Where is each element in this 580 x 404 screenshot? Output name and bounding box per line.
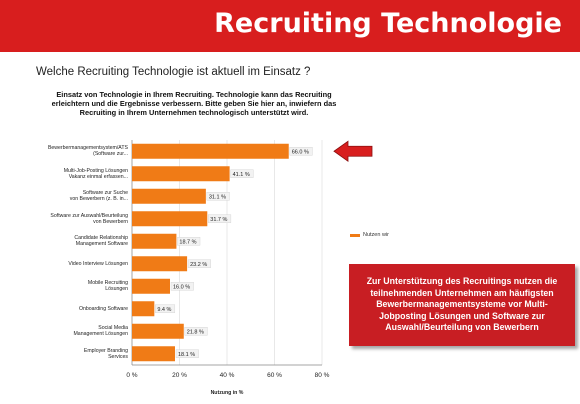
summary-callout: Zur Unterstützung des Recruitings nutzen… (349, 264, 575, 346)
data-label-box (289, 147, 313, 156)
highlight-arrow-icon (333, 140, 373, 163)
legend-label: Nutzen wir (363, 232, 389, 238)
data-label: 23.2 % (190, 262, 207, 268)
category-label: Video Interview Lösungen (68, 260, 128, 267)
data-label: 21.8 % (187, 329, 204, 335)
data-label-box (177, 237, 201, 246)
category-label: Candidate Relationship Management Softwar… (74, 235, 128, 248)
bar (132, 323, 184, 339)
data-label: 31.7 % (210, 217, 227, 223)
data-label: 18.1 % (178, 352, 195, 358)
x-tick-label: 20 % (172, 372, 187, 379)
data-label: 66.0 % (292, 149, 309, 155)
data-label-box (208, 214, 232, 223)
data-label-box (170, 282, 194, 291)
category-label: Software zur Auswahl/Beurteilung von Bewe… (50, 212, 128, 225)
category-label: Multi-Job-Posting Lösungen Vakanz einmal … (63, 167, 128, 180)
data-label-box (187, 259, 211, 268)
bar (132, 188, 206, 204)
category-label: Mobile Recruiting Lösungen (87, 280, 128, 293)
bar (132, 166, 230, 182)
data-label: 31.1 % (209, 194, 226, 200)
header-bar: Recruiting Technologie (0, 0, 580, 52)
chart-legend: Nutzen wir (350, 232, 389, 238)
category-label: Onboarding Software (78, 305, 128, 312)
data-label: 18.7 % (179, 239, 196, 245)
x-tick-label: 80 % (315, 372, 330, 379)
data-label: 9.4 % (157, 307, 171, 313)
page-title: Recruiting Technologie (214, 8, 562, 39)
x-tick-label: 0 % (126, 372, 137, 379)
category-label: Software zur Suche von Bewerbern (z. B. i… (69, 190, 128, 203)
data-label: 41.1 % (233, 172, 250, 178)
data-label-box (155, 304, 176, 313)
bar (132, 346, 175, 362)
data-label-box (206, 192, 230, 201)
category-label: Social Media Management Lösungen (73, 325, 128, 338)
bar (132, 211, 208, 227)
data-label-box (230, 169, 254, 178)
legend-swatch (350, 233, 360, 237)
bar (132, 233, 177, 249)
category-label: Employer Branding Services (83, 347, 128, 360)
bar (132, 278, 170, 294)
bar (132, 301, 155, 317)
data-label-box (184, 327, 208, 336)
category-label: Bewerbermanagementsystem/ATS (Software zu… (47, 145, 128, 158)
callout-text: Zur Unterstützung des Recruitings nutzen… (366, 276, 558, 333)
bar (132, 256, 188, 272)
x-axis-label: Nutzung in % (211, 390, 244, 396)
data-label-box (175, 349, 199, 358)
x-tick-label: 40 % (220, 372, 235, 379)
bar (132, 143, 289, 159)
chart-title: Einsatz von Technologie in Ihrem Recruit… (51, 90, 337, 117)
x-tick-label: 60 % (267, 372, 282, 379)
question-heading: Welche Recruiting Technologie ist aktuel… (36, 66, 311, 78)
data-label: 16.0 % (173, 284, 190, 290)
